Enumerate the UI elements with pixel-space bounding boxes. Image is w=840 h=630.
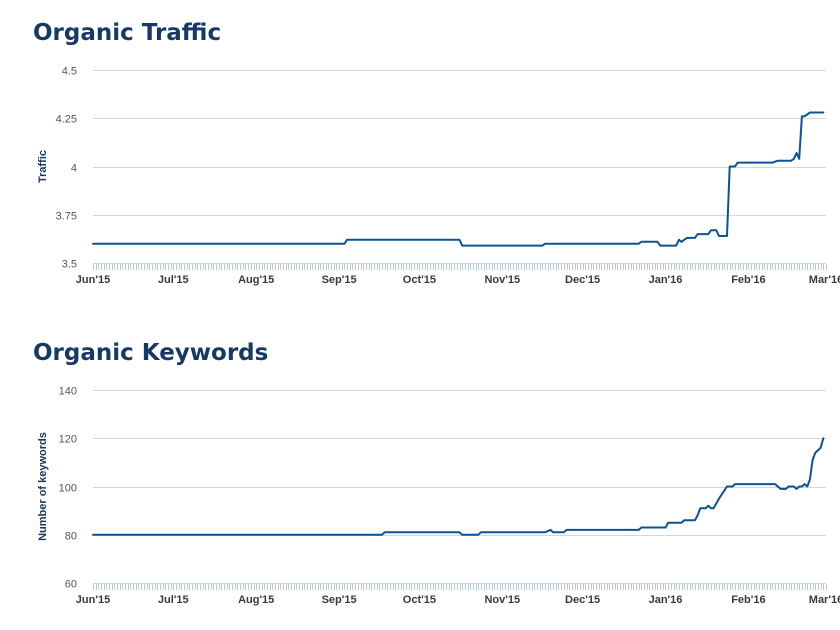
y-tick-label: 3.75: [56, 211, 77, 223]
x-tick-label: Jan'16: [649, 274, 683, 286]
x-tick-label: Aug'15: [238, 274, 274, 286]
series-line: [92, 437, 825, 536]
x-tick-label: Aug'15: [238, 594, 274, 606]
y-tick-label: 4.25: [56, 114, 77, 126]
x-tick-label: Nov'15: [484, 274, 520, 286]
organic-traffic-plot: 3.5 3.75 4 4.25 4.5 Jun'15 Jul'15 Aug'15 Sep'15 O…: [37, 66, 840, 287]
organic-traffic-chart: Organic Traffic 3.5 3.75 4 4.25 4.5 Jun'15 Jul…: [0, 0, 840, 300]
y-tick-label: 100: [59, 483, 77, 495]
y-tick-label: 4: [71, 163, 77, 175]
x-tick-label: Mar'16: [809, 594, 840, 606]
chart-title: Organic Traffic: [33, 20, 222, 46]
x-tick-label: Feb'16: [731, 594, 765, 606]
y-axis-title: Traffic: [37, 150, 49, 183]
x-tick-label: Oct'15: [403, 274, 436, 286]
x-tick-label: Jul'15: [158, 594, 189, 606]
y-tick-label: 140: [59, 386, 77, 398]
y-tick-label: 80: [65, 531, 77, 543]
y-axis-title: Number of keywords: [37, 432, 49, 541]
gridlines: [93, 70, 826, 264]
x-minor-ticks: [93, 584, 827, 590]
x-tick-label: Sep'15: [322, 594, 357, 606]
x-tick-label: Jun'15: [76, 274, 110, 286]
x-tick-label: Jul'15: [158, 274, 189, 286]
x-tick-label: Oct'15: [403, 594, 436, 606]
x-tick-label: Feb'16: [731, 274, 765, 286]
y-tick-label: 120: [59, 434, 77, 446]
x-tick-label: Dec'15: [565, 274, 600, 286]
organic-keywords-plot: 60 80 100 120 140 Jun'15 Jul'15 Aug'15 Sep'15 Oct…: [37, 386, 840, 607]
x-tick-label: Jun'15: [76, 594, 110, 606]
x-minor-ticks: [93, 264, 827, 270]
series-line: [92, 111, 825, 247]
x-tick-label: Mar'16: [809, 274, 840, 286]
x-tick-label: Nov'15: [484, 594, 520, 606]
y-tick-label: 3.5: [62, 259, 77, 271]
x-tick-label: Sep'15: [322, 274, 357, 286]
x-tick-label: Dec'15: [565, 594, 600, 606]
y-tick-label: 60: [65, 579, 77, 591]
x-tick-label: Jan'16: [649, 594, 683, 606]
gridlines: [93, 390, 826, 584]
y-tick-label: 4.5: [62, 66, 77, 78]
chart-title: Organic Keywords: [33, 340, 269, 366]
organic-keywords-chart: Organic Keywords 60 80 100 120 140 Jun'15 Jul'…: [0, 320, 840, 630]
